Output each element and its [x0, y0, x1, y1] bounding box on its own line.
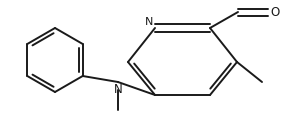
Text: N: N [145, 17, 153, 27]
Text: N: N [114, 83, 122, 96]
Text: O: O [270, 6, 279, 19]
